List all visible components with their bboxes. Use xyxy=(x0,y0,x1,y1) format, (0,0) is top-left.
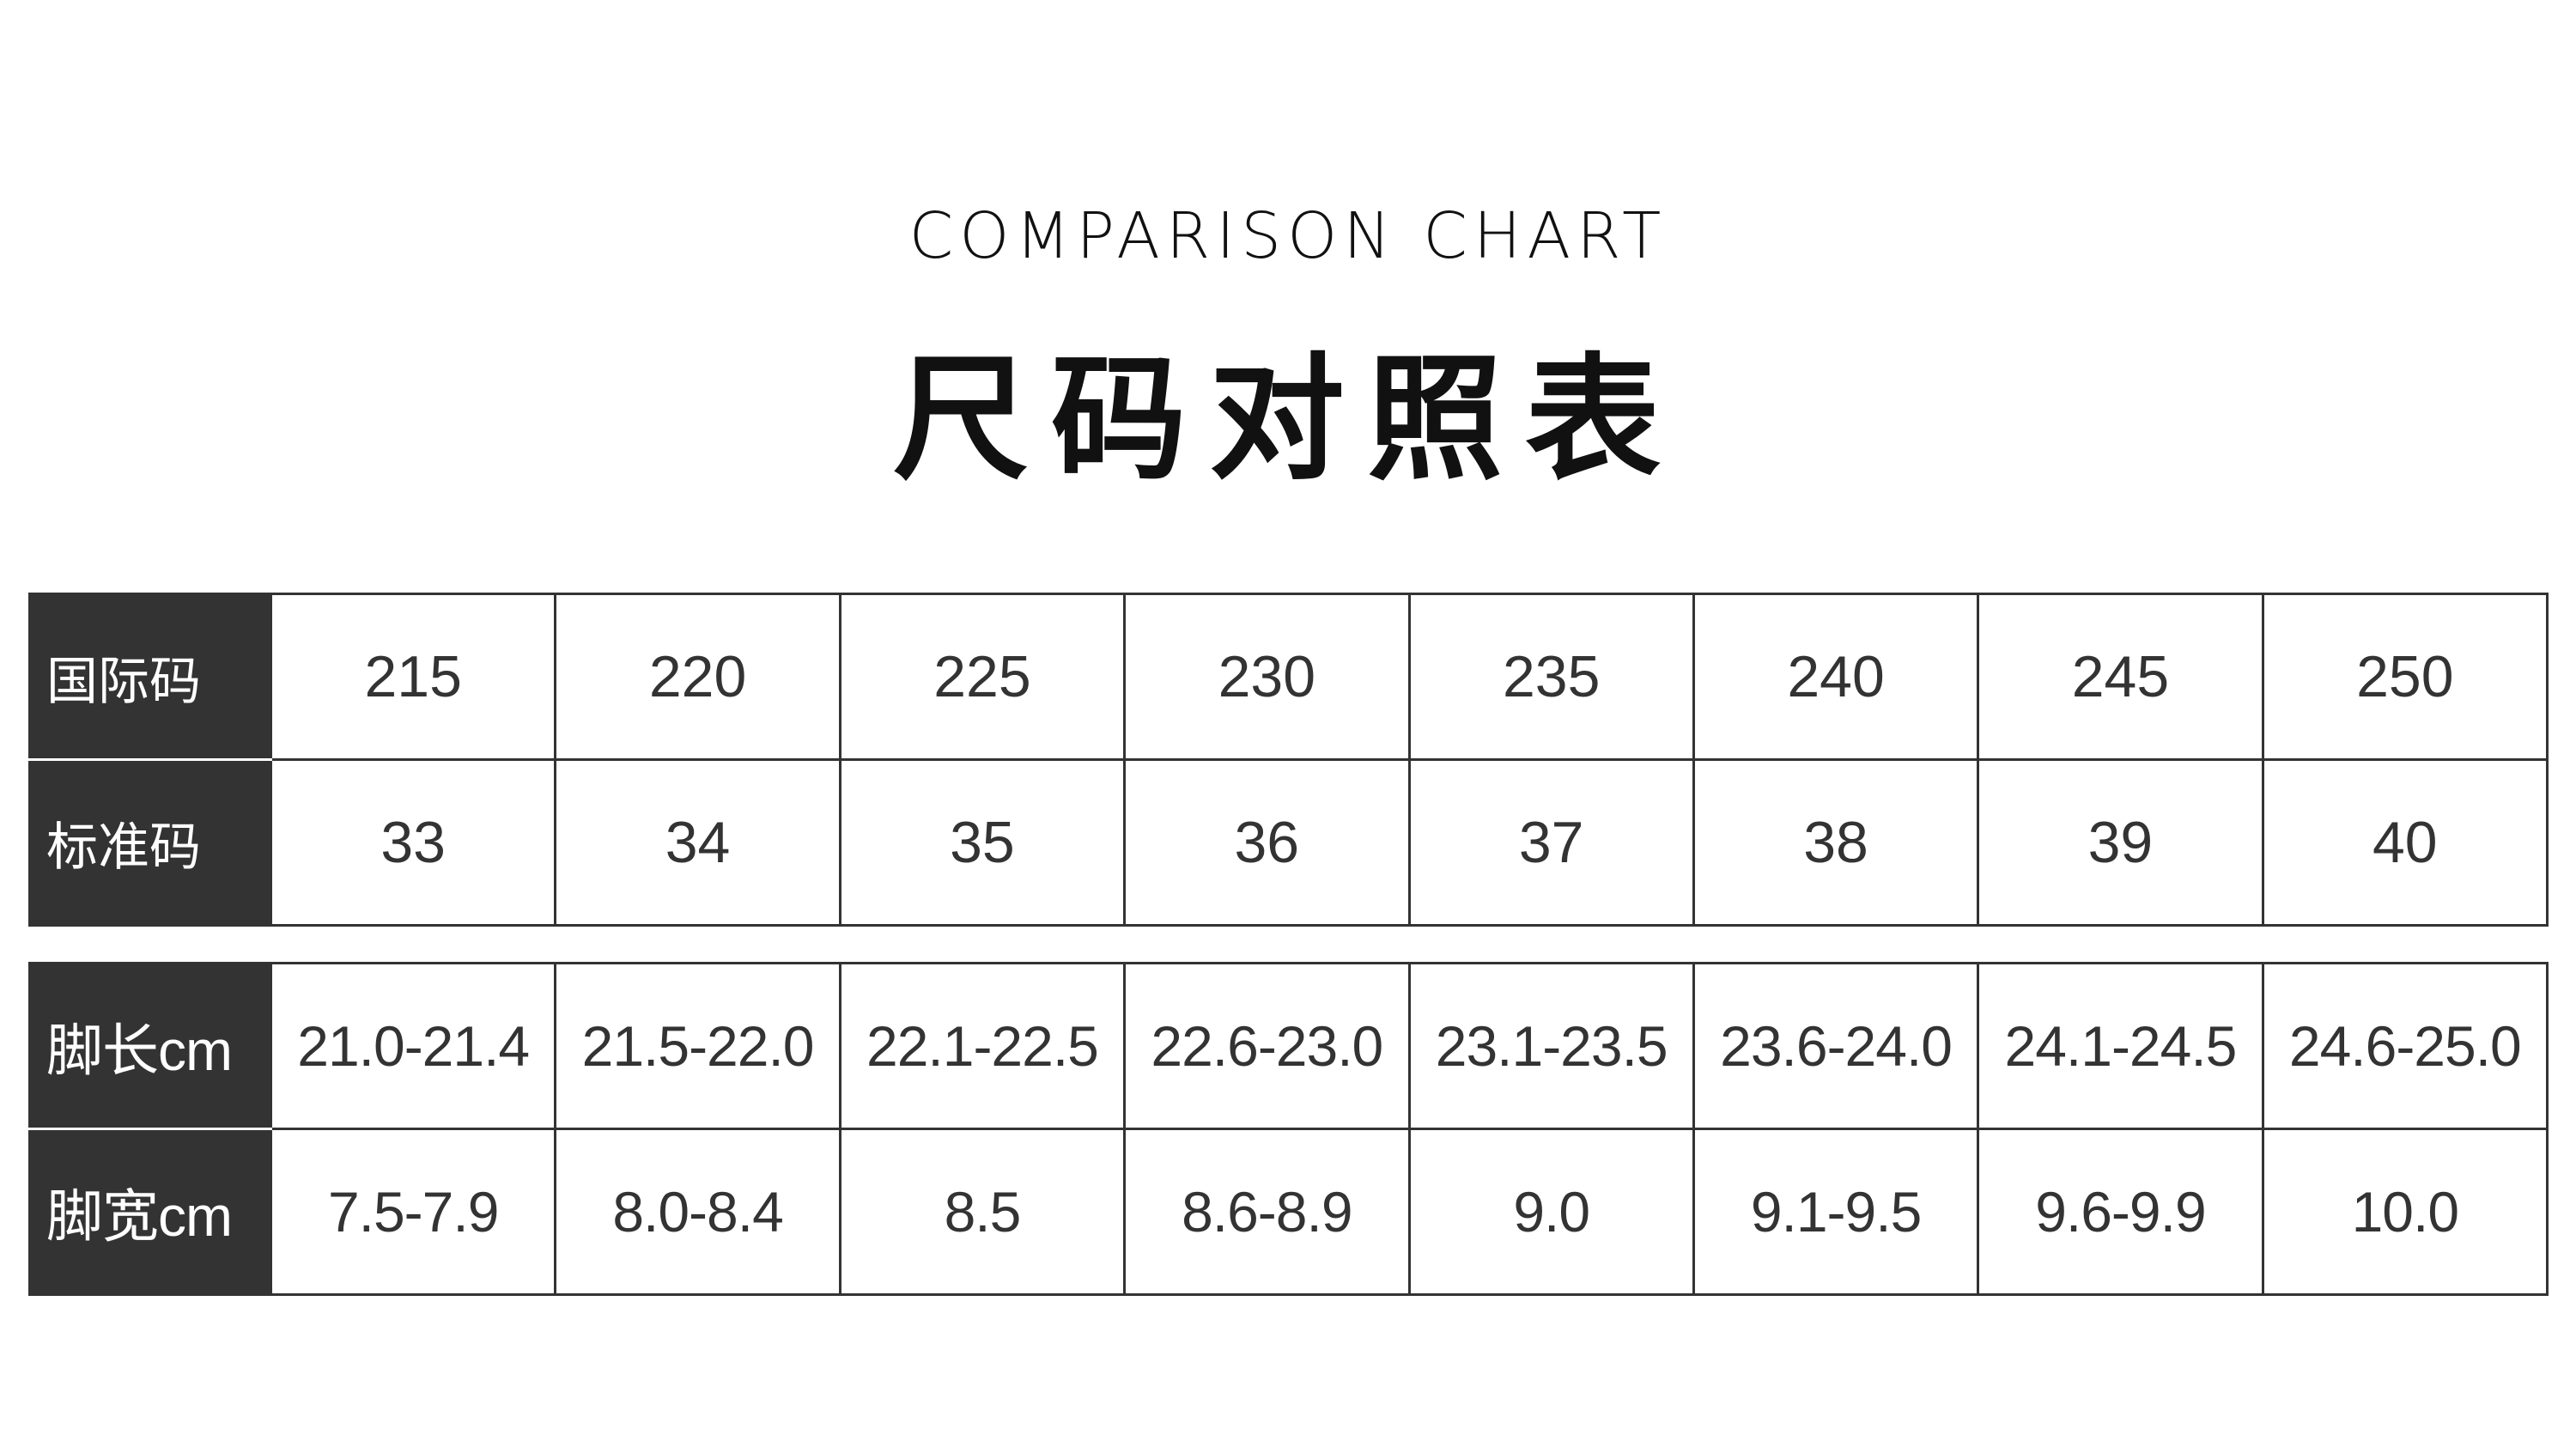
table-cell: 23.6-24.0 xyxy=(1692,962,1980,1130)
table-cell: 22.6-23.0 xyxy=(1123,962,1411,1130)
table-cell: 21.0-21.4 xyxy=(269,962,557,1130)
table-cell: 250 xyxy=(2261,593,2549,761)
table-cell: 37 xyxy=(1407,758,1695,927)
table-cell: 10.0 xyxy=(2261,1128,2549,1296)
size-table-foot: 脚长cm 21.0-21.4 21.5-22.0 22.1-22.5 22.6-23.0… xyxy=(28,962,2549,1296)
table-row: 标准码 33 34 35 36 37 38 39 40 xyxy=(28,758,2549,927)
table-cell: 9.6-9.9 xyxy=(1977,1128,2264,1296)
table-cell: 8.6-8.9 xyxy=(1123,1128,1411,1296)
table-cell: 225 xyxy=(838,593,1127,761)
table-cell: 235 xyxy=(1407,593,1695,761)
table-cell: 40 xyxy=(2261,758,2549,927)
page-title: 尺码对照表 xyxy=(893,341,1683,499)
table-cell: 39 xyxy=(1977,758,2264,927)
table-cell: 21.5-22.0 xyxy=(554,962,841,1130)
chart-subtitle: COMPARISON CHART xyxy=(908,199,1668,273)
table-cell: 9.0 xyxy=(1407,1128,1695,1296)
table-cell: 215 xyxy=(269,593,557,761)
table-cell: 22.1-22.5 xyxy=(838,962,1127,1130)
table-cell: 230 xyxy=(1123,593,1411,761)
size-table-codes: 国际码 215 220 225 230 235 240 245 250 标准码 33 34 35 36 37… xyxy=(28,593,2549,927)
table-cell: 35 xyxy=(838,758,1127,927)
table-row: 脚长cm 21.0-21.4 21.5-22.0 22.1-22.5 22.6-23.0… xyxy=(28,962,2549,1130)
table-cell: 36 xyxy=(1123,758,1411,927)
table-cell: 7.5-7.9 xyxy=(269,1128,557,1296)
table-cell: 8.0-8.4 xyxy=(554,1128,841,1296)
table-cell: 24.6-25.0 xyxy=(2261,962,2549,1130)
table-cell: 9.1-9.5 xyxy=(1692,1128,1980,1296)
table-cell: 38 xyxy=(1692,758,1980,927)
table-row: 国际码 215 220 225 230 235 240 245 250 xyxy=(28,593,2549,761)
row-header: 脚宽cm xyxy=(28,1128,272,1296)
table-cell: 240 xyxy=(1692,593,1980,761)
table-cell: 8.5 xyxy=(838,1128,1127,1296)
row-header: 国际码 xyxy=(28,593,272,761)
table-cell: 23.1-23.5 xyxy=(1407,962,1695,1130)
table-row: 脚宽cm 7.5-7.9 8.0-8.4 8.5 8.6-8.9 9.0 9.1-9.5 9.… xyxy=(28,1128,2549,1296)
table-cell: 33 xyxy=(269,758,557,927)
table-cell: 245 xyxy=(1977,593,2264,761)
row-header: 脚长cm xyxy=(28,962,272,1130)
table-cell: 220 xyxy=(554,593,841,761)
table-cell: 34 xyxy=(554,758,841,927)
table-cell: 24.1-24.5 xyxy=(1977,962,2264,1130)
row-header: 标准码 xyxy=(28,758,272,927)
